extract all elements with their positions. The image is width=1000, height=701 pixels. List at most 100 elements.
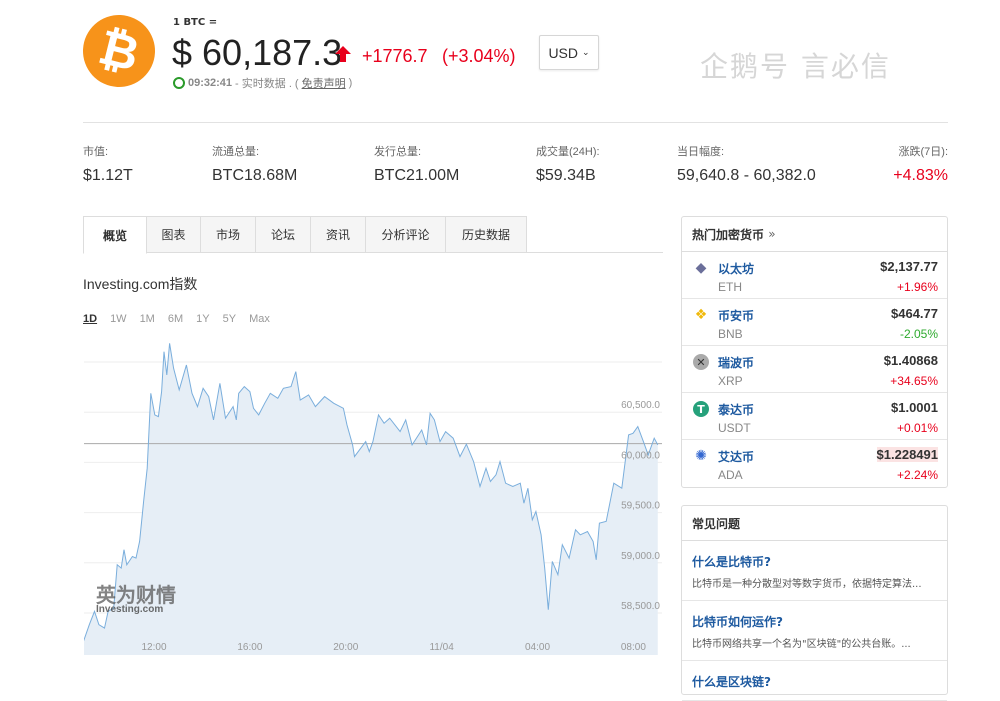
coin-symbol: XRP xyxy=(718,374,743,388)
chart-title: Investing.com指数 xyxy=(83,276,198,292)
clock-icon xyxy=(173,77,185,89)
faq-item[interactable]: 什么是比特币? 比特币是一种分散型对等数字货币，依据特定算法... xyxy=(682,541,947,601)
coin-name[interactable]: 泰达币 xyxy=(718,403,755,417)
stat-label: 当日幅度: xyxy=(677,146,725,158)
tab-1[interactable]: 图表 xyxy=(147,216,201,253)
range-6M[interactable]: 6M xyxy=(167,313,184,325)
status-line: 09:32:41 - 实时数据 . ( 免责声明 ) xyxy=(173,75,352,91)
faq-item[interactable]: 什么是区块链? xyxy=(682,661,947,701)
currency-value: USD xyxy=(548,44,578,61)
coin-price: $1.228491 xyxy=(876,447,938,462)
tab-5[interactable]: 分析评论 xyxy=(366,216,446,253)
range-1D[interactable]: 1D xyxy=(83,313,98,325)
stat-item: 发行总量: BTC21.00M xyxy=(374,143,459,185)
coin-price: $1.0001 xyxy=(891,400,938,415)
x-tick-label: 04:00 xyxy=(525,642,550,653)
range-1W[interactable]: 1W xyxy=(110,313,127,325)
coin-symbol: ADA xyxy=(718,468,743,482)
x-tick-label: 12:00 xyxy=(141,642,166,653)
stat-value: 59,640.8 - 60,382.0 xyxy=(677,167,816,184)
crypto-row[interactable]: ✺ 艾达币 ADA $1.228491 +2.24% xyxy=(682,440,947,487)
bitcoin-logo: ₿ xyxy=(75,7,163,95)
price-line xyxy=(84,343,659,641)
currency-select[interactable]: USD ⌄ xyxy=(539,35,599,70)
investing-watermark: 英为财情 Investing.com xyxy=(96,585,176,615)
tab-6[interactable]: 历史数据 xyxy=(446,216,527,253)
coin-name[interactable]: 以太坊 xyxy=(718,262,755,276)
coin-change: +34.65% xyxy=(890,374,938,388)
stat-label: 市值: xyxy=(83,146,109,158)
y-tick-label: 60,000.0 xyxy=(621,450,660,461)
coin-change: +0.01% xyxy=(896,421,938,435)
tab-2[interactable]: 市场 xyxy=(201,216,256,253)
range-1Y[interactable]: 1Y xyxy=(196,313,210,325)
crypto-row[interactable]: ✕ 瑞波币 XRP $1.40868 +34.65% xyxy=(682,346,947,393)
faq-question[interactable]: 比特币如何运作? xyxy=(692,615,783,629)
stat-item: 涨跌(7日): +4.83% xyxy=(893,143,948,185)
unit-label: 1 BTC = xyxy=(173,17,218,28)
x-tick-label: 16:00 xyxy=(237,642,262,653)
coin-symbol: ETH xyxy=(718,280,742,294)
popular-crypto-panel: 热门加密货币 » ◆ 以太坊 ETH $2,137.77 +1.96% ❖ 币安币… xyxy=(681,216,948,488)
disclaimer-link[interactable]: 免责声明 xyxy=(301,78,346,90)
x-tick-label: 20:00 xyxy=(333,642,358,653)
faq-answer: 比特币是一种分散型对等数字货币，依据特定算法... xyxy=(692,579,922,590)
price-chart: 60,500.0 60,000.0 59,500.0 59,000.0 58,500.0… xyxy=(84,335,662,655)
chevron-down-icon: ⌄ xyxy=(582,47,590,57)
coin-change: -2.05% xyxy=(899,327,938,341)
stat-item: 市值: $1.12T xyxy=(83,143,133,185)
ripple-icon: ✕ xyxy=(693,354,709,370)
range-Max[interactable]: Max xyxy=(249,313,270,325)
cardano-icon: ✺ xyxy=(695,448,707,464)
tab-bar: 概览 图表 市场 论坛 资讯 分析评论 历史数据 xyxy=(83,216,663,254)
paren-close: ) xyxy=(348,77,353,89)
stat-label: 成交量(24H): xyxy=(536,146,600,158)
crypto-row[interactable]: ❖ 币安币 BNB $464.77 -2.05% xyxy=(682,299,947,346)
y-tick-label: 59,500.0 xyxy=(621,501,660,512)
range-selector: 1D 1W 1M 6M 1Y 5Y Max xyxy=(83,313,283,325)
coin-name[interactable]: 币安币 xyxy=(718,309,755,323)
y-tick-label: 60,500.0 xyxy=(621,400,660,411)
stat-value: $59.34B xyxy=(536,167,596,184)
coin-change: +2.24% xyxy=(896,468,938,482)
stat-label: 涨跌(7日): xyxy=(898,146,949,158)
coin-symbol: USDT xyxy=(718,421,751,435)
overlay-watermark: 企鹅号 言必信 xyxy=(700,50,891,83)
range-5Y[interactable]: 5Y xyxy=(222,313,237,325)
crypto-row[interactable]: T 泰达币 USDT $1.0001 +0.01% xyxy=(682,393,947,440)
price-change: +1776.7 xyxy=(362,46,428,66)
faq-answer: 比特币网络共享一个名为"区块链"的公共台账。... xyxy=(692,639,911,650)
stat-label: 发行总量: xyxy=(374,146,422,158)
more-icon: » xyxy=(768,227,776,241)
binance-icon: ❖ xyxy=(694,307,708,323)
coin-price: $464.77 xyxy=(891,306,938,321)
update-time: 09:32:41 xyxy=(188,77,233,89)
coin-price: $1.40868 xyxy=(883,353,938,368)
tether-icon: T xyxy=(693,401,709,417)
crypto-row[interactable]: ◆ 以太坊 ETH $2,137.77 +1.96% xyxy=(682,252,947,299)
range-1M[interactable]: 1M xyxy=(139,313,155,325)
divider xyxy=(83,122,948,123)
stat-value: BTC21.00M xyxy=(374,167,460,184)
tab-3[interactable]: 论坛 xyxy=(256,216,311,253)
arrow-up-icon xyxy=(335,46,351,62)
faq-question[interactable]: 什么是比特币? xyxy=(692,555,771,569)
coin-name[interactable]: 瑞波币 xyxy=(718,356,755,370)
stat-value: BTC18.68M xyxy=(212,167,298,184)
coin-name[interactable]: 艾达币 xyxy=(718,450,755,464)
price-change-percent: (+3.04%) xyxy=(442,46,516,66)
stat-label: 流通总量: xyxy=(212,146,260,158)
y-tick-label: 59,000.0 xyxy=(621,551,660,562)
x-tick-label: 11/04 xyxy=(429,642,454,653)
logo-letter: ₿ xyxy=(93,20,145,82)
popular-header[interactable]: 热门加密货币 » xyxy=(682,217,947,252)
popular-title: 热门加密货币 xyxy=(692,227,765,242)
coin-symbol: BNB xyxy=(718,327,743,341)
faq-item[interactable]: 比特币如何运作? 比特币网络共享一个名为"区块链"的公共台账。... xyxy=(682,601,947,661)
coin-price: $2,137.77 xyxy=(880,259,938,274)
watermark-text: 英为财情 xyxy=(96,583,176,607)
faq-panel: 常见问题 什么是比特币? 比特币是一种分散型对等数字货币，依据特定算法... 比特币… xyxy=(681,505,948,701)
tab-4[interactable]: 资讯 xyxy=(311,216,366,253)
stat-item: 当日幅度: 59,640.8 - 60,382.0 xyxy=(677,143,816,185)
tab-0[interactable]: 概览 xyxy=(83,216,147,254)
